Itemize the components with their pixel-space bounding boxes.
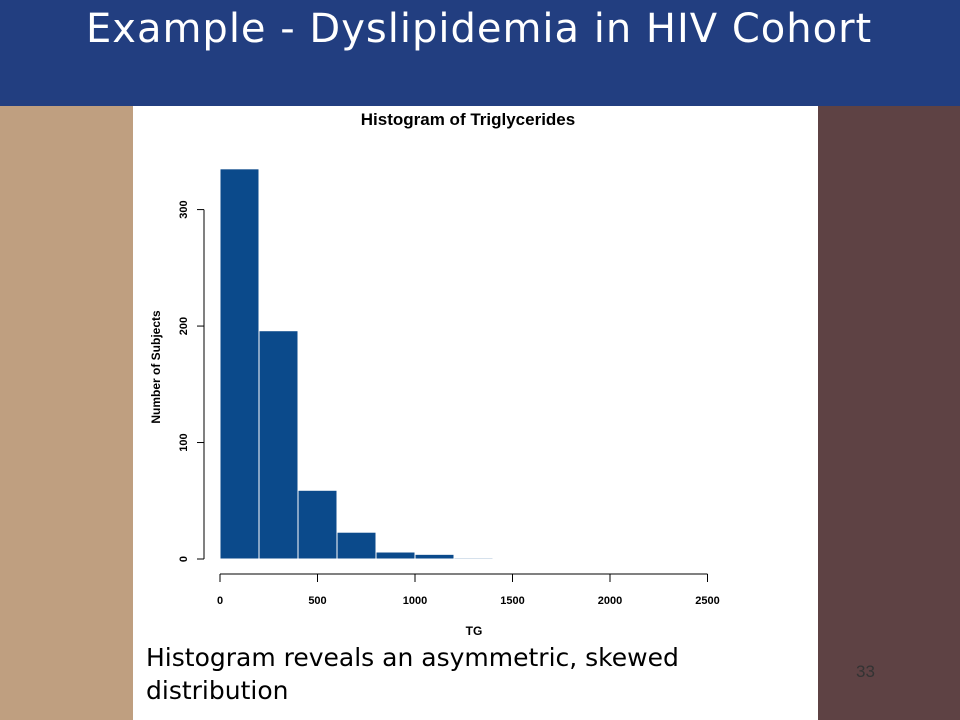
chart-title: Histogram of Triglycerides <box>361 110 575 129</box>
histogram-bar-8 <box>531 557 572 560</box>
histogram-bar-11 <box>648 557 689 560</box>
slide-header: Example - Dyslipidemia in HIV Cohort <box>0 0 960 106</box>
x-tick-label: 2000 <box>598 595 622 607</box>
histogram-bar-4 <box>375 551 416 560</box>
y-tick-label: 0 <box>178 556 190 562</box>
histogram-bar-6 <box>453 557 494 560</box>
left-decor-band <box>0 0 133 720</box>
y-tick-label: 200 <box>178 317 190 335</box>
x-tick-label: 2500 <box>695 595 719 607</box>
x-axis: 0 500 1000 1500 2000 2500 <box>217 573 720 607</box>
y-tick-label: 300 <box>178 200 190 218</box>
y-tick-label: 100 <box>178 433 190 451</box>
page-number: 33 <box>856 662 875 681</box>
x-axis-label: TG <box>466 624 483 638</box>
histogram-bar-9 <box>570 557 611 560</box>
histogram-bar-12 <box>687 557 728 560</box>
histogram-bar-10 <box>609 557 650 560</box>
histogram-bar-0 <box>219 168 260 560</box>
histogram-bar-5 <box>414 553 455 560</box>
x-tick-label: 500 <box>308 595 326 607</box>
slide-caption: Histogram reveals an asymmetric, skewed … <box>146 643 679 705</box>
x-tick-label: 0 <box>217 595 223 607</box>
histogram-bar-2 <box>297 489 338 560</box>
histogram-bar-1 <box>258 330 299 560</box>
right-decor-band <box>818 0 960 720</box>
y-axis: 0 100 200 300 <box>178 200 205 562</box>
x-tick-label: 1000 <box>403 595 427 607</box>
bars-group <box>219 168 728 560</box>
y-axis-label: Number of Subjects <box>149 310 163 424</box>
histogram-bar-3 <box>336 531 377 560</box>
histogram-bar-7 <box>492 557 533 560</box>
slide-title: Example - Dyslipidemia in HIV Cohort <box>86 6 873 52</box>
x-tick-label: 1500 <box>500 595 524 607</box>
